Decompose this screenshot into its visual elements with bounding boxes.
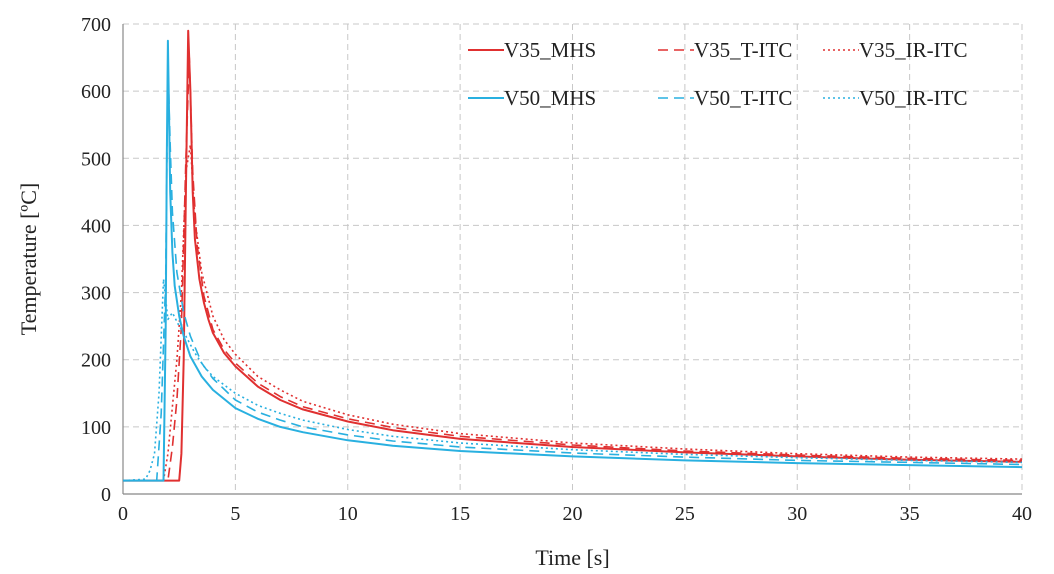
y-tick-label: 400	[81, 215, 111, 237]
x-tick-label: 35	[900, 503, 920, 525]
y-tick-label: 0	[101, 484, 111, 506]
legend-label: V35_IR-ITC	[859, 38, 968, 62]
x-axis-title: Time [s]	[535, 545, 609, 570]
y-tick-label: 500	[81, 148, 111, 170]
x-tick-label: 25	[675, 503, 695, 525]
legend-label: V35_MHS	[504, 38, 596, 62]
series-line-v35-ir-itc	[123, 144, 1023, 482]
grid	[123, 23, 1023, 494]
x-tick-label: 10	[338, 503, 358, 525]
legend-item: V50_IR-ITC	[823, 86, 968, 110]
legend: V35_MHS V35_T-ITC V35_IR-ITC V50_MHS V50_T-I…	[468, 38, 968, 110]
legend-item: V50_MHS	[468, 86, 596, 110]
legend-item: V35_IR-ITC	[823, 38, 968, 62]
series-line-v50-t-itc	[123, 63, 1023, 482]
legend-item: V35_MHS	[468, 38, 596, 62]
legend-item: V35_T-ITC	[658, 38, 792, 62]
y-tick-label: 200	[81, 350, 111, 372]
y-tick-label: 700	[81, 14, 111, 36]
x-tick-label: 15	[450, 503, 470, 525]
series-line-v50-mhs	[123, 39, 1023, 482]
y-axis-title: Temperature [ºC]	[16, 183, 41, 336]
legend-label: V50_IR-ITC	[859, 86, 968, 110]
series-line-v50-ir-itc	[122, 278, 1023, 482]
series-layer	[122, 29, 1023, 482]
legend-label: V50_T-ITC	[694, 86, 792, 110]
x-tick-label: 0	[118, 503, 128, 525]
x-tick-label: 40	[1012, 503, 1032, 525]
y-tick-label: 600	[81, 81, 111, 103]
legend-label: V50_MHS	[504, 86, 596, 110]
x-tick-label: 5	[230, 503, 240, 525]
y-tick-label: 300	[81, 283, 111, 305]
x-tick-label: 30	[787, 503, 807, 525]
x-tick-label: 20	[563, 503, 583, 525]
series-line-v35-t-itc	[123, 56, 1023, 482]
legend-label: V35_T-ITC	[694, 38, 792, 62]
axes	[122, 24, 1022, 495]
legend-item: V50_T-ITC	[658, 86, 792, 110]
y-tick-label: 100	[81, 417, 111, 439]
